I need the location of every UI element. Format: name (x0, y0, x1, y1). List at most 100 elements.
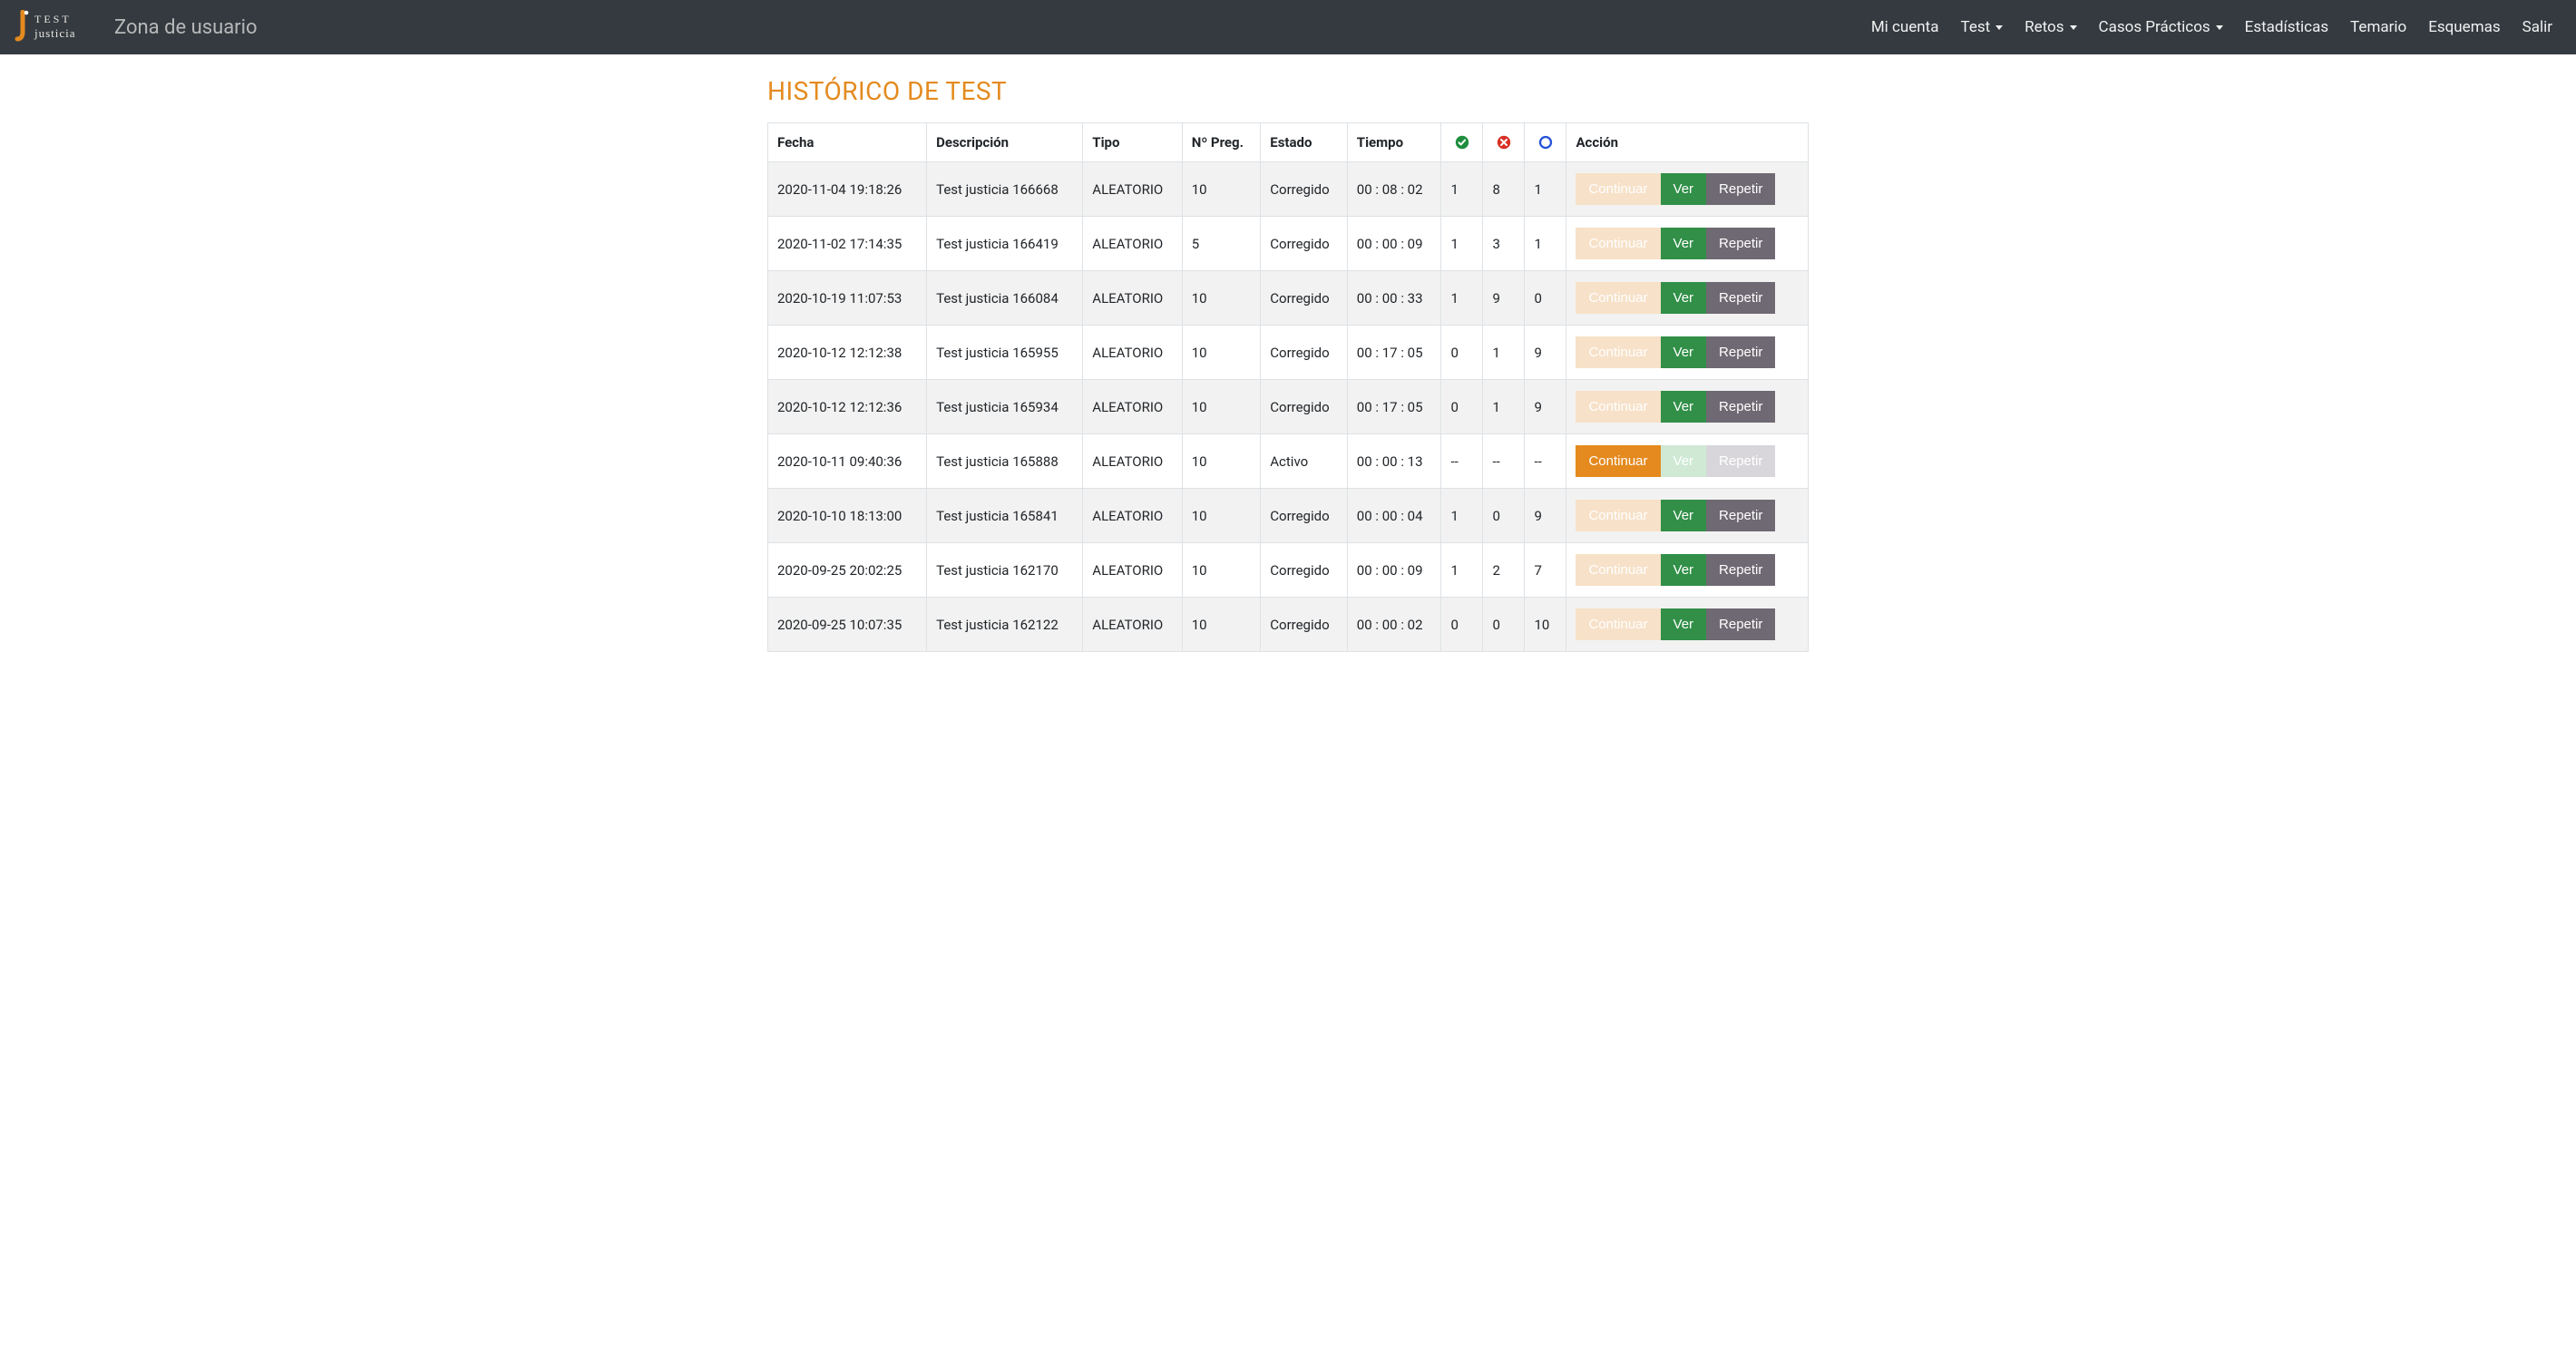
repetir-button[interactable]: Repetir (1706, 228, 1775, 259)
ver-button[interactable]: Ver (1661, 608, 1707, 640)
cell-actions: ContinuarVerRepetir (1566, 326, 1809, 380)
nav-link-label: Casos Prácticos (2099, 18, 2210, 36)
nav-link-label: Mi cuenta (1871, 18, 1939, 36)
nav-link-label: Estadísticas (2245, 18, 2328, 36)
action-button-group: ContinuarVerRepetir (1576, 228, 1775, 259)
continuar-button: Continuar (1576, 173, 1660, 205)
ver-button[interactable]: Ver (1661, 173, 1707, 205)
action-button-group: ContinuarVerRepetir (1576, 391, 1775, 423)
cell-fecha: 2020-10-19 11:07:53 (768, 271, 927, 326)
repetir-button[interactable]: Repetir (1706, 173, 1775, 205)
test-history-table: Fecha Descripción Tipo Nº Preg. Estado T… (767, 122, 1809, 652)
repetir-button[interactable]: Repetir (1706, 608, 1775, 640)
cell-tipo: ALEATORIO (1083, 598, 1182, 652)
continuar-button: Continuar (1576, 228, 1660, 259)
cell-estado: Corregido (1261, 162, 1348, 217)
cell-npreg: 10 (1182, 489, 1261, 543)
table-row: 2020-10-12 12:12:38Test justicia 165955A… (768, 326, 1809, 380)
cell-desc: Test justicia 162170 (927, 543, 1083, 598)
ver-button[interactable]: Ver (1661, 391, 1707, 423)
cell-tiempo: 00 : 00 : 33 (1347, 271, 1441, 326)
repetir-button[interactable]: Repetir (1706, 500, 1775, 531)
cell-npreg: 10 (1182, 434, 1261, 489)
cell-blank: 1 (1525, 162, 1566, 217)
cell-estado: Corregido (1261, 217, 1348, 271)
continuar-button: Continuar (1576, 336, 1660, 368)
cell-tipo: ALEATORIO (1083, 380, 1182, 434)
repetir-button[interactable]: Repetir (1706, 391, 1775, 423)
cell-wrong: 8 (1483, 162, 1525, 217)
brand-logo[interactable]: TEST justicia (15, 10, 96, 44)
cell-npreg: 10 (1182, 380, 1261, 434)
repetir-button[interactable]: Repetir (1706, 554, 1775, 586)
cell-tipo: ALEATORIO (1083, 162, 1182, 217)
cell-desc: Test justicia 166668 (927, 162, 1083, 217)
cell-correct: 1 (1441, 543, 1483, 598)
nav-link-label: Test (1961, 18, 1991, 36)
cell-wrong: 3 (1483, 217, 1525, 271)
logo-icon: TEST justicia (15, 10, 96, 44)
cell-actions: ContinuarVerRepetir (1566, 434, 1809, 489)
action-button-group: ContinuarVerRepetir (1576, 445, 1775, 477)
cell-desc: Test justicia 166419 (927, 217, 1083, 271)
cell-tiempo: 00 : 00 : 04 (1347, 489, 1441, 543)
ver-button[interactable]: Ver (1661, 228, 1707, 259)
cell-estado: Corregido (1261, 543, 1348, 598)
cell-wrong: 2 (1483, 543, 1525, 598)
ver-button[interactable]: Ver (1661, 336, 1707, 368)
table-row: 2020-10-10 18:13:00Test justicia 165841A… (768, 489, 1809, 543)
cell-tipo: ALEATORIO (1083, 217, 1182, 271)
svg-text:TEST: TEST (34, 13, 72, 25)
nav-link-salir[interactable]: Salir (2513, 13, 2561, 42)
col-desc: Descripción (927, 123, 1083, 162)
cell-estado: Corregido (1261, 271, 1348, 326)
ver-button[interactable]: Ver (1661, 500, 1707, 531)
cell-blank: 9 (1525, 380, 1566, 434)
cell-fecha: 2020-09-25 20:02:25 (768, 543, 927, 598)
cell-blank: 1 (1525, 217, 1566, 271)
nav-link-esquemas[interactable]: Esquemas (2419, 13, 2509, 42)
nav-link-label: Salir (2522, 18, 2552, 36)
cell-actions: ContinuarVerRepetir (1566, 598, 1809, 652)
cell-estado: Corregido (1261, 326, 1348, 380)
cell-estado: Corregido (1261, 598, 1348, 652)
cell-tiempo: 00 : 00 : 09 (1347, 543, 1441, 598)
ver-button: Ver (1661, 445, 1707, 477)
nav-link-retos[interactable]: Retos (2015, 13, 2085, 42)
cell-correct: 0 (1441, 380, 1483, 434)
col-fecha: Fecha (768, 123, 927, 162)
repetir-button[interactable]: Repetir (1706, 282, 1775, 314)
repetir-button: Repetir (1706, 445, 1775, 477)
continuar-button: Continuar (1576, 500, 1660, 531)
ver-button[interactable]: Ver (1661, 554, 1707, 586)
cell-tipo: ALEATORIO (1083, 326, 1182, 380)
nav-link-estad-sticas[interactable]: Estadísticas (2236, 13, 2337, 42)
cell-actions: ContinuarVerRepetir (1566, 271, 1809, 326)
cell-desc: Test justicia 165888 (927, 434, 1083, 489)
nav-link-label: Esquemas (2428, 18, 2500, 36)
cell-npreg: 10 (1182, 162, 1261, 217)
nav-link-label: Temario (2350, 18, 2406, 36)
cell-blank: -- (1525, 434, 1566, 489)
col-accion: Acción (1566, 123, 1809, 162)
action-button-group: ContinuarVerRepetir (1576, 282, 1775, 314)
nav-link-temario[interactable]: Temario (2341, 13, 2415, 42)
nav-link-test[interactable]: Test (1952, 13, 2013, 42)
ver-button[interactable]: Ver (1661, 282, 1707, 314)
repetir-button[interactable]: Repetir (1706, 336, 1775, 368)
open-circle-icon (1538, 135, 1553, 150)
cell-tiempo: 00 : 00 : 13 (1347, 434, 1441, 489)
cell-wrong: 1 (1483, 380, 1525, 434)
continuar-button[interactable]: Continuar (1576, 445, 1660, 477)
cell-correct: 0 (1441, 326, 1483, 380)
navbar: TEST justicia Zona de usuario Mi cuentaT… (0, 0, 2576, 54)
cell-desc: Test justicia 165841 (927, 489, 1083, 543)
col-correct (1441, 123, 1483, 162)
table-row: 2020-11-04 19:18:26Test justicia 166668A… (768, 162, 1809, 217)
table-row: 2020-10-19 11:07:53Test justicia 166084A… (768, 271, 1809, 326)
cell-desc: Test justicia 165955 (927, 326, 1083, 380)
nav-link-mi-cuenta[interactable]: Mi cuenta (1862, 13, 1948, 42)
cell-npreg: 10 (1182, 598, 1261, 652)
cell-fecha: 2020-10-11 09:40:36 (768, 434, 927, 489)
nav-link-casos-pr-cticos[interactable]: Casos Prácticos (2090, 13, 2232, 42)
